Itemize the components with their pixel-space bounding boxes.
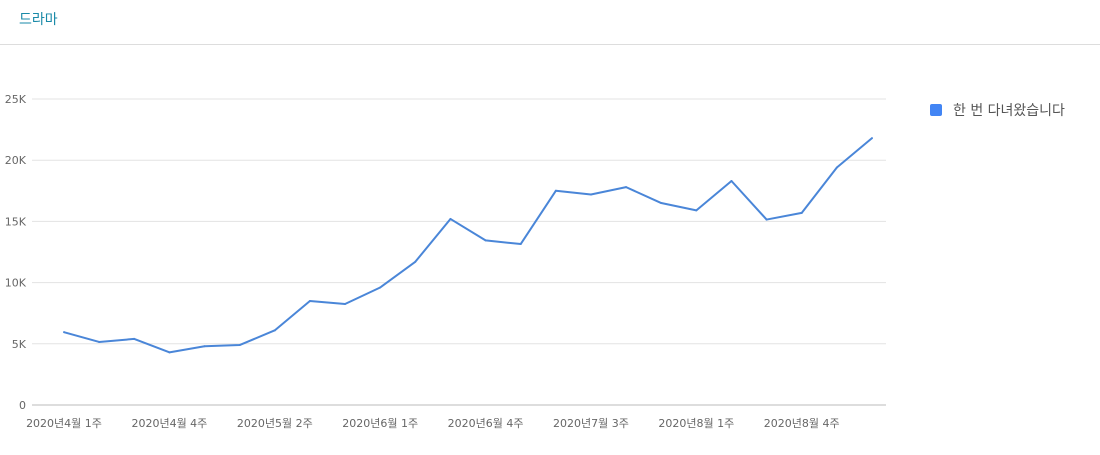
x-tick-label: 2020년5월 2주 — [237, 417, 313, 430]
data-point — [98, 340, 101, 343]
y-tick-label: 5K — [12, 338, 27, 351]
x-tick-label: 2020년4월 4주 — [131, 417, 207, 430]
data-point — [519, 243, 522, 246]
data-point — [414, 260, 417, 263]
data-point — [238, 344, 241, 347]
data-point — [379, 286, 382, 289]
data-point — [730, 180, 733, 183]
data-point — [625, 186, 628, 189]
y-tick-label: 25K — [5, 93, 27, 106]
x-tick-label: 2020년6월 4주 — [448, 417, 524, 430]
data-point — [695, 209, 698, 212]
data-point — [871, 137, 873, 140]
data-point — [835, 166, 838, 169]
data-point — [203, 345, 206, 348]
data-point — [308, 299, 311, 302]
legend[interactable]: 한 번 다녀왔습니다 — [930, 100, 1065, 120]
header-divider — [0, 44, 1100, 45]
data-point — [765, 218, 768, 221]
data-point — [660, 202, 663, 205]
y-tick-label: 20K — [5, 154, 27, 167]
data-point — [63, 331, 65, 334]
data-point — [344, 303, 347, 306]
legend-label: 한 번 다녀왔습니다 — [953, 103, 1065, 119]
data-point — [554, 189, 557, 192]
y-tick-label: 0 — [19, 399, 26, 412]
data-point — [484, 239, 487, 242]
series-line — [63, 137, 873, 354]
data-point — [589, 193, 592, 196]
data-point — [800, 211, 803, 214]
x-tick-label: 2020년8월 4주 — [764, 417, 840, 430]
data-point — [273, 329, 276, 332]
x-tick-label: 2020년6월 1주 — [342, 417, 418, 430]
x-tick-label: 2020년7월 3주 — [553, 417, 629, 430]
data-point — [449, 217, 452, 220]
y-tick-label: 15K — [5, 215, 27, 228]
legend-swatch — [930, 104, 942, 116]
x-tick-label: 2020년4월 1주 — [26, 417, 102, 430]
page-title: 드라마 — [19, 12, 58, 28]
x-tick-label: 2020년8월 1주 — [658, 417, 734, 430]
data-point — [133, 337, 136, 340]
y-tick-label: 10K — [5, 277, 27, 290]
data-point — [168, 351, 171, 354]
